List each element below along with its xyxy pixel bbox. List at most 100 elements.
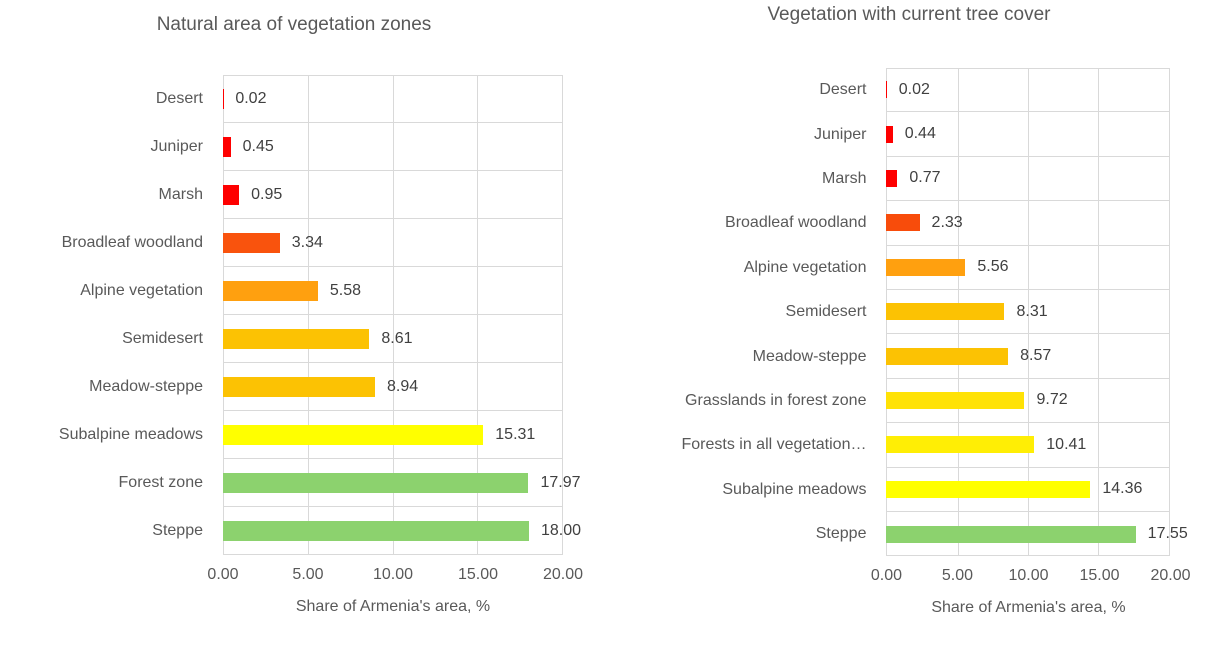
category-label: Alpine vegetation (743, 258, 867, 276)
plot-row: 18.00 (223, 507, 581, 555)
value-label: 5.56 (977, 258, 1009, 276)
chart-row: Grasslands in forest zone 9.72 (647, 379, 1227, 424)
chart-row: Desert 0.02 (25, 75, 620, 123)
value-label: 18.00 (541, 522, 582, 539)
chart-row: Juniper 0.45 (25, 123, 620, 171)
plot-row: 0.45 (223, 123, 563, 171)
value-label: 0.77 (909, 169, 941, 187)
category-label: Desert (155, 90, 203, 107)
plot-row: 8.94 (223, 363, 563, 411)
value-label: 0.02 (898, 80, 930, 98)
bar (223, 472, 529, 493)
x-axis-title: Share of Armenia's area, % (295, 598, 491, 615)
value-label: 14.36 (1102, 480, 1143, 498)
x-tick-label: 5.00 (292, 566, 324, 583)
plot-row: 17.55 (886, 512, 1188, 556)
category-label: Juniper (150, 138, 203, 155)
bar-rows: Desert 0.02 Juniper 0.45 Marsh 0.95 Broadleaf … (25, 75, 620, 555)
bar (886, 347, 1009, 365)
category-label: Meadow-steppe (89, 378, 203, 395)
plot-row: 5.58 (223, 267, 563, 315)
plot-row: 2.33 (886, 201, 1171, 246)
value-label: 8.31 (1016, 302, 1048, 320)
chart-row: Forests in all vegetation… 10.41 (647, 423, 1227, 468)
bar (886, 214, 920, 232)
chart-row: Marsh 0.95 (25, 171, 620, 219)
bar (886, 125, 893, 143)
bar (886, 436, 1035, 454)
chart-row: Juniper 0.44 (647, 112, 1227, 157)
chart-row: Forest zone 17.97 (25, 459, 620, 507)
chart-row: Broadleaf woodland 3.34 (25, 219, 620, 267)
plot-row: 0.95 (223, 171, 563, 219)
bar (223, 184, 240, 205)
x-tick-label: 20.00 (1150, 567, 1191, 585)
chart-row: Steppe 18.00 (25, 507, 620, 555)
chart-row: Desert 0.02 (647, 68, 1227, 113)
category-label: Steppe (815, 525, 867, 543)
value-label: 0.45 (242, 137, 274, 155)
value-label: 3.34 (291, 233, 323, 251)
bar-rows: Desert 0.02 Juniper 0.44 Marsh 0.77 Broadleaf … (647, 68, 1227, 556)
category-label: Steppe (152, 522, 203, 539)
chart-row: Alpine vegetation 5.58 (25, 267, 620, 315)
category-label: Forests in all vegetation… (681, 436, 867, 454)
chart-row: Subalpine meadows 14.36 (647, 468, 1227, 512)
value-label: 17.55 (1147, 525, 1188, 543)
bar (886, 303, 1005, 321)
plot-row: 0.02 (223, 75, 563, 123)
x-axis-ticks: 0.00 5.00 10.00 15.00 20.00 (871, 567, 1191, 587)
chart-tree-cover: Vegetation with current tree cover Deser… (647, 0, 1227, 617)
chart-row: Meadow-steppe 8.57 (647, 334, 1227, 379)
category-label: Grasslands in forest zone (685, 391, 867, 409)
chart-title: Vegetation with current tree cover (767, 4, 1051, 25)
bar (223, 280, 318, 301)
x-tick-label: 10.00 (372, 566, 414, 583)
category-label: Semidesert (785, 303, 867, 321)
chart-row: Steppe 17.55 (647, 512, 1227, 556)
value-label: 8.57 (1020, 347, 1052, 365)
bar (886, 258, 966, 276)
plot-row: 3.34 (223, 219, 563, 267)
bar (223, 521, 529, 541)
x-tick-label: 0.00 (870, 567, 903, 585)
bar (223, 376, 375, 397)
plot-row: 5.56 (886, 246, 1171, 290)
bar (223, 136, 231, 157)
x-tick-label: 15.00 (457, 566, 499, 583)
category-label: Marsh (158, 186, 203, 203)
value-label: 2.33 (931, 213, 963, 231)
plot-row: 9.72 (886, 379, 1171, 424)
x-tick-label: 0.00 (207, 566, 239, 583)
value-label: 15.31 (495, 425, 536, 443)
chart-row: Subalpine meadows 15.31 (25, 411, 620, 459)
category-label: Desert (819, 81, 867, 99)
chart-row: Semidesert 8.31 (647, 290, 1227, 335)
x-tick-label: 15.00 (1079, 567, 1120, 585)
bar (886, 480, 1091, 498)
plot-row: 8.61 (223, 315, 563, 363)
chart-row: Alpine vegetation 5.56 (647, 246, 1227, 290)
value-label: 9.72 (1036, 391, 1068, 409)
plot-row: 10.41 (886, 423, 1171, 468)
x-tick-label: 5.00 (941, 567, 974, 585)
plot-row: 14.36 (886, 468, 1171, 512)
plot-row: 0.44 (886, 112, 1171, 157)
plot-row: 0.77 (886, 157, 1171, 202)
category-label: Juniper (813, 125, 867, 143)
chart-row: Meadow-steppe 8.94 (25, 363, 620, 411)
bar (223, 328, 370, 349)
category-label: Forest zone (118, 474, 203, 491)
value-label: 17.97 (540, 473, 581, 491)
category-label: Marsh (822, 169, 867, 187)
category-label: Broadleaf woodland (61, 234, 203, 251)
category-label: Meadow-steppe (752, 347, 867, 365)
plot-row: 15.31 (223, 411, 563, 459)
bar (886, 525, 1136, 543)
chart-row: Marsh 0.77 (647, 157, 1227, 202)
x-tick-label: 10.00 (1008, 567, 1049, 585)
plot-row: 0.02 (886, 68, 1171, 113)
value-label: 8.94 (386, 377, 419, 395)
category-label: Subalpine meadows (58, 426, 203, 443)
bar (223, 232, 280, 253)
